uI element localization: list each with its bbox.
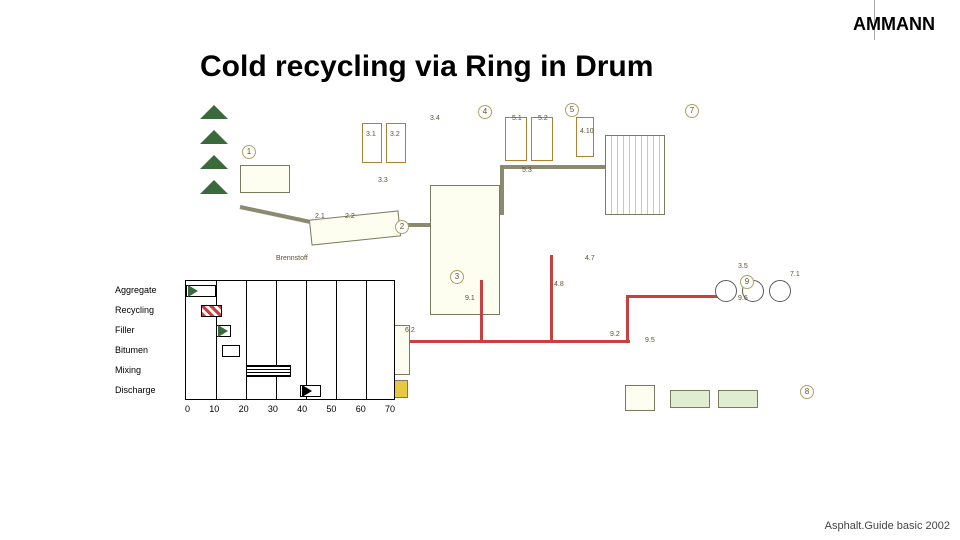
tick: 10 — [209, 404, 219, 414]
fuel-label: Brennstoff — [276, 255, 308, 262]
node-label: 5 — [565, 103, 579, 117]
silo — [531, 117, 553, 161]
control-cabin — [625, 385, 655, 411]
sub-label: 4.8 — [554, 281, 564, 288]
tick: 70 — [385, 404, 395, 414]
aggregate-pile-icon — [200, 105, 228, 119]
sub-label: 3.1 — [366, 131, 376, 138]
duct — [500, 165, 504, 215]
utility-truck — [670, 390, 710, 408]
row-label-discharge: Discharge — [115, 385, 185, 395]
aggregate-pile-icon — [200, 155, 228, 169]
tick: 0 — [185, 404, 190, 414]
silo — [505, 117, 527, 161]
chart-x-axis: 0 10 20 30 40 50 60 70 — [185, 404, 395, 414]
tick: 50 — [326, 404, 336, 414]
silo — [362, 123, 382, 163]
sequence-chart: Aggregate Recycling Filler Bitumen Mixin… — [115, 280, 375, 400]
gantt-bar-bitumen — [222, 345, 240, 357]
brand-logo: AMMANN — [853, 14, 935, 35]
sub-label: 6.2 — [405, 327, 415, 334]
sub-label: 4.10 — [580, 128, 594, 135]
sub-label: 2.2 — [345, 213, 355, 220]
sub-label: 5.3 — [522, 167, 532, 174]
sub-label: 5.2 — [538, 115, 548, 122]
aggregate-pile-icon — [200, 180, 228, 194]
node-label: 9 — [740, 275, 754, 289]
gantt-bar-mixing — [246, 365, 291, 377]
cold-feed-bins — [240, 165, 290, 193]
sub-label: 9.5 — [645, 337, 655, 344]
row-label-filler: Filler — [115, 325, 185, 335]
silo — [386, 123, 406, 163]
chart-grid — [185, 280, 395, 400]
bitumen-tank — [769, 280, 791, 302]
feed-arrow-icon — [188, 285, 198, 297]
bitumen-pipe — [550, 255, 553, 340]
bitumen-pipe — [480, 280, 483, 340]
sub-label: 3.3 — [378, 177, 388, 184]
bitumen-pipe — [626, 295, 629, 343]
sub-label: 4.7 — [585, 255, 595, 262]
row-label-aggregate: Aggregate — [115, 285, 185, 295]
sub-label: 3.4 — [430, 115, 440, 122]
sub-label: 7.1 — [790, 271, 800, 278]
tick: 40 — [297, 404, 307, 414]
aggregate-pile-icon — [200, 130, 228, 144]
node-label: 2 — [395, 220, 409, 234]
node-label: 4 — [478, 105, 492, 119]
discharge-arrow-icon — [302, 385, 312, 397]
node-label: 7 — [685, 104, 699, 118]
feed-arrow-icon — [218, 325, 228, 337]
silo — [576, 117, 594, 157]
bitumen-tank — [715, 280, 737, 302]
row-label-bitumen: Bitumen — [115, 345, 185, 355]
node-label: 1 — [242, 145, 256, 159]
row-label-mixing: Mixing — [115, 365, 185, 375]
sub-label: 3.2 — [390, 131, 400, 138]
sub-label: 9.6 — [738, 295, 748, 302]
bitumen-pipe — [626, 295, 726, 298]
node-label: 8 — [800, 385, 814, 399]
tick: 20 — [239, 404, 249, 414]
node-label: 3 — [450, 270, 464, 284]
sub-label: 9.2 — [610, 331, 620, 338]
duct — [500, 165, 605, 169]
footer-caption: Asphalt.Guide basic 2002 — [825, 520, 950, 532]
page-title: Cold recycling via Ring in Drum — [200, 50, 653, 84]
row-label-recycling: Recycling — [115, 305, 185, 315]
sub-label: 9.1 — [465, 295, 475, 302]
sub-label: 3.5 — [738, 263, 748, 270]
tick: 60 — [356, 404, 366, 414]
gantt-bar-recycling — [201, 305, 222, 317]
sub-label: 5.1 — [512, 115, 522, 122]
utility-truck — [718, 390, 758, 408]
sub-label: 2.1 — [315, 213, 325, 220]
tick: 30 — [268, 404, 278, 414]
baghouse-filter — [605, 135, 665, 215]
